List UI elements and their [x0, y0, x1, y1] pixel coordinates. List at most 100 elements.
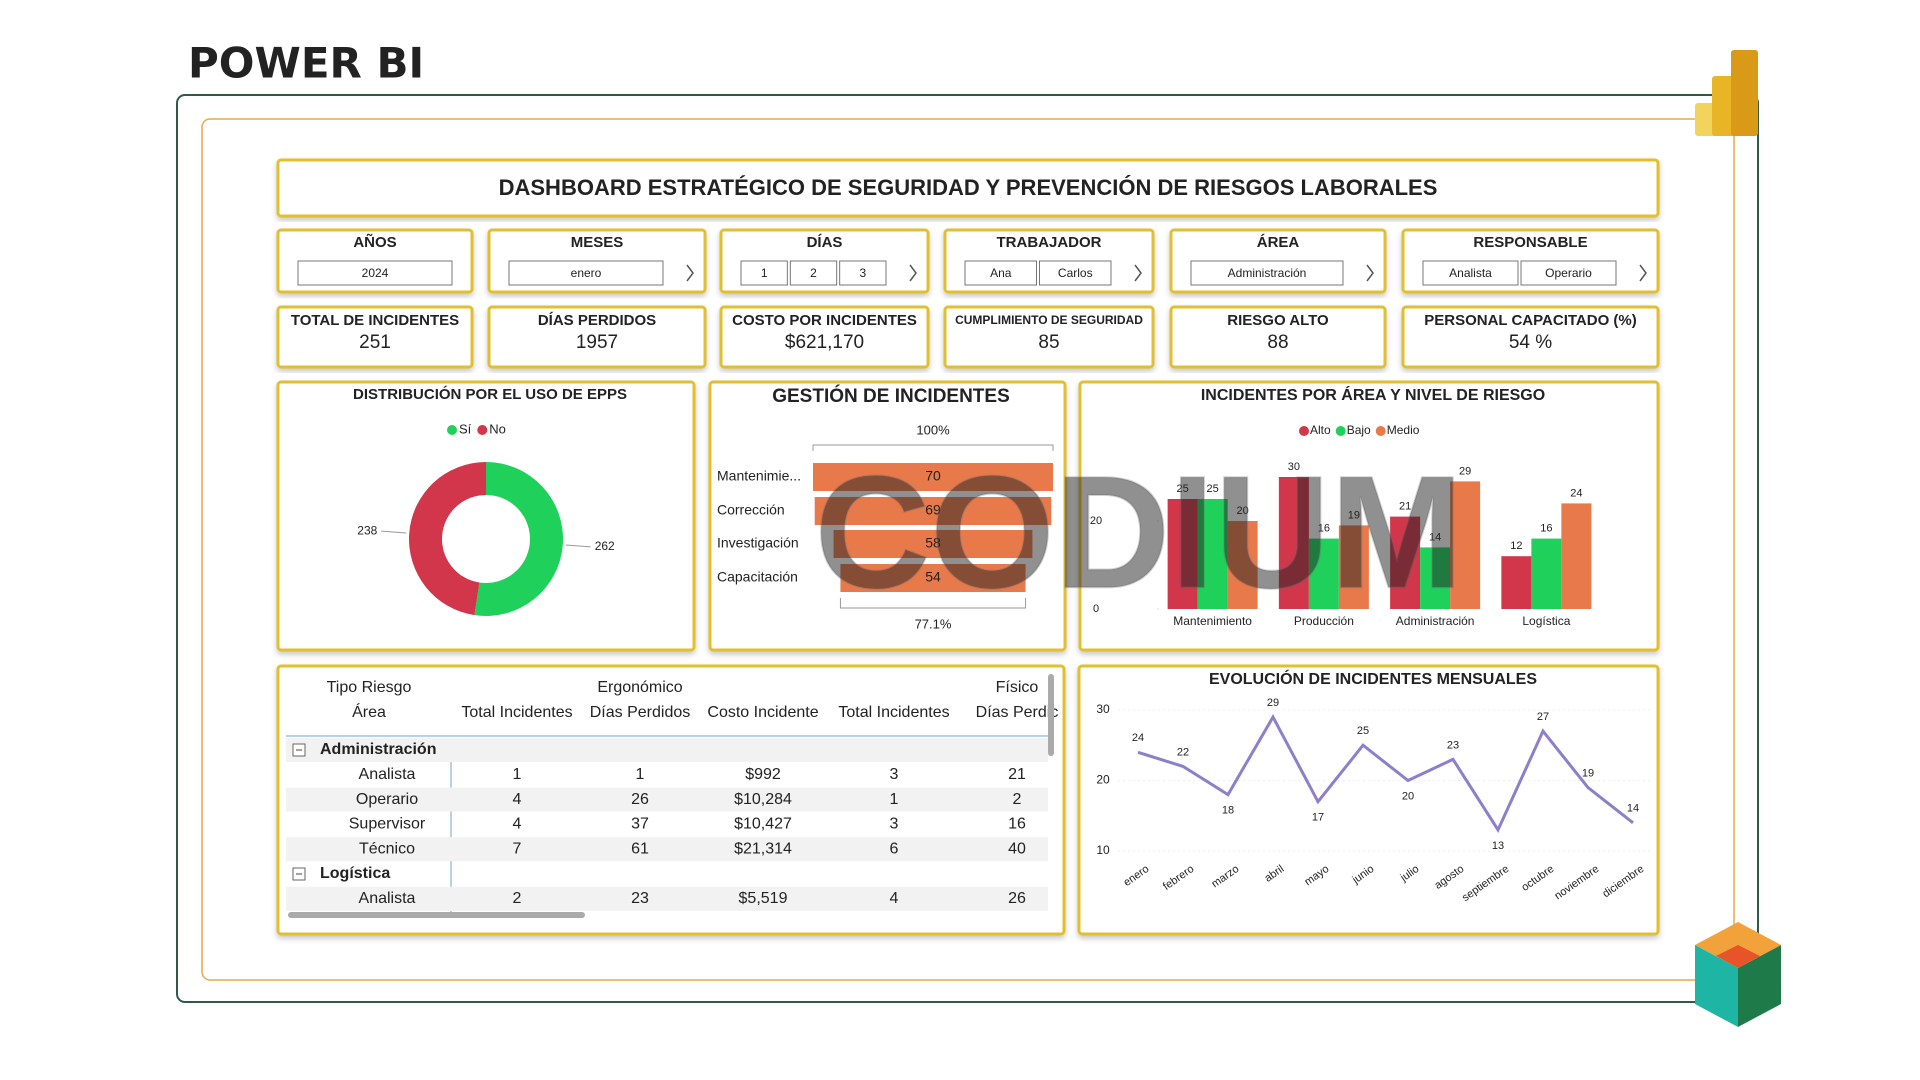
- chart-title: DISTRIBUCIÓN POR EL USO DE EPPS: [353, 385, 627, 403]
- legend-marker: [477, 425, 488, 435]
- kpi-card: [1401, 305, 1660, 369]
- funnel-bar: [833, 530, 1033, 558]
- data-label: 29: [1459, 465, 1471, 477]
- category-label: Corrección: [717, 502, 785, 518]
- kpi-label: DÍAS PERDIDOS: [538, 312, 656, 329]
- kpi-value: 251: [359, 332, 391, 353]
- data-label: 238: [357, 523, 377, 537]
- donut-slice: [474, 462, 564, 616]
- slicer-item-label: Carlos: [1058, 266, 1093, 280]
- data-label: 18: [1222, 805, 1234, 817]
- data-label: 24: [1132, 732, 1144, 744]
- data-label: 19: [1348, 509, 1360, 521]
- data-label: 14: [1429, 531, 1441, 543]
- table-cell: $5,519: [739, 890, 788, 907]
- table-cell: 2: [513, 890, 522, 907]
- legend-label: No: [489, 421, 506, 436]
- bar: [1561, 503, 1592, 609]
- x-tick-label: Producción: [1294, 614, 1354, 628]
- data-label: 30: [1288, 461, 1300, 473]
- y-tick-label: 10: [1096, 843, 1110, 857]
- category-label: Mantenimie...: [717, 468, 801, 484]
- column-group-header: Tipo Riesgo: [327, 679, 412, 696]
- funnel-bracket: [812, 444, 1054, 451]
- kpi-label: PERSONAL CAPACITADO (%): [1424, 312, 1637, 329]
- data-label: 70: [925, 468, 941, 484]
- legend-label: Alto: [1310, 423, 1331, 437]
- slicer-item[interactable]: [508, 260, 664, 286]
- table-cell: 61: [631, 840, 649, 857]
- table-cell: 26: [1008, 890, 1026, 907]
- y-tick-label: 20: [1090, 515, 1102, 527]
- bar: [1501, 556, 1532, 609]
- table-cell: 2: [1013, 791, 1022, 808]
- column-header: Área: [352, 702, 386, 721]
- bar: [1167, 499, 1198, 609]
- slicer-item-label: 3: [859, 266, 866, 280]
- slicer-item[interactable]: [1422, 260, 1519, 286]
- data-label: 25: [1177, 483, 1189, 495]
- data-label: 20: [1237, 505, 1249, 517]
- chart-title: EVOLUCIÓN DE INCIDENTES MENSUALES: [1209, 669, 1537, 688]
- slicer-item[interactable]: [839, 260, 887, 286]
- table-cell: $10,284: [734, 791, 792, 808]
- column-group-header: Físico: [996, 679, 1039, 696]
- slicer-item[interactable]: [1190, 260, 1344, 286]
- legend-label: Bajo: [1347, 423, 1371, 437]
- column-header: Total Incidentes: [838, 704, 949, 721]
- data-label: 54: [925, 569, 941, 585]
- row-band: [286, 787, 1048, 812]
- column-header: Total Incidentes: [461, 704, 572, 721]
- bar: [1308, 538, 1339, 609]
- table-cell: 4: [513, 791, 522, 808]
- funnel-bar: [813, 463, 1053, 491]
- table-cell: 21: [1008, 766, 1026, 783]
- table-cell: 4: [513, 816, 522, 833]
- slicer-item[interactable]: [1520, 260, 1617, 286]
- kpi-card: [1169, 305, 1387, 369]
- x-tick-label: Administración: [1396, 614, 1475, 628]
- chart-card: [1077, 664, 1660, 936]
- slicer-item[interactable]: [740, 260, 788, 286]
- slicer-label: DÍAS: [807, 234, 843, 251]
- legend-marker: [1335, 426, 1346, 436]
- slicer-item-label: 1: [761, 266, 768, 280]
- data-label: 25: [1207, 483, 1219, 495]
- data-label: 69: [925, 502, 941, 518]
- slicer-item-label: 2: [810, 266, 817, 280]
- data-label: 13: [1492, 840, 1504, 852]
- funnel-bottom-label: 77.1%: [915, 616, 952, 631]
- slicer-item[interactable]: [297, 260, 453, 286]
- category-label: Capacitación: [717, 569, 798, 585]
- data-label: 58: [925, 535, 941, 551]
- slicer-item[interactable]: [789, 260, 838, 286]
- data-label: 14: [1627, 803, 1639, 815]
- data-label: 20: [1402, 790, 1414, 802]
- table-cell: Operario: [356, 791, 418, 808]
- h-scrollbar[interactable]: [288, 912, 585, 918]
- page-title: POWER BI: [188, 39, 424, 88]
- kpi-value: 1957: [576, 332, 618, 353]
- table-cell: 37: [631, 816, 649, 833]
- title-box: [276, 158, 1660, 218]
- v-scrollbar[interactable]: [1048, 674, 1054, 756]
- slicer-chevron[interactable]: [686, 264, 694, 282]
- inner-frame: [201, 118, 1735, 981]
- slicer-item-label: Operario: [1545, 266, 1592, 280]
- kpi-card: [719, 305, 930, 369]
- kpi-value: 88: [1267, 332, 1288, 353]
- slicer-chevron[interactable]: [1639, 264, 1647, 282]
- slicer-chevron[interactable]: [909, 264, 917, 282]
- slicer-chevron[interactable]: [1366, 264, 1374, 282]
- slicer-item-label: Ana: [990, 266, 1012, 280]
- slicer-item[interactable]: [964, 260, 1037, 286]
- bar: [1227, 521, 1258, 609]
- category-label: Investigación: [717, 535, 799, 551]
- data-label: 12: [1510, 540, 1522, 552]
- table-cell: 1: [890, 791, 899, 808]
- kpi-card: [487, 305, 707, 369]
- table-cell: 4: [890, 890, 899, 907]
- slicer-item[interactable]: [1039, 260, 1112, 286]
- line-series: [1137, 713, 1634, 833]
- slicer-chevron[interactable]: [1134, 264, 1142, 282]
